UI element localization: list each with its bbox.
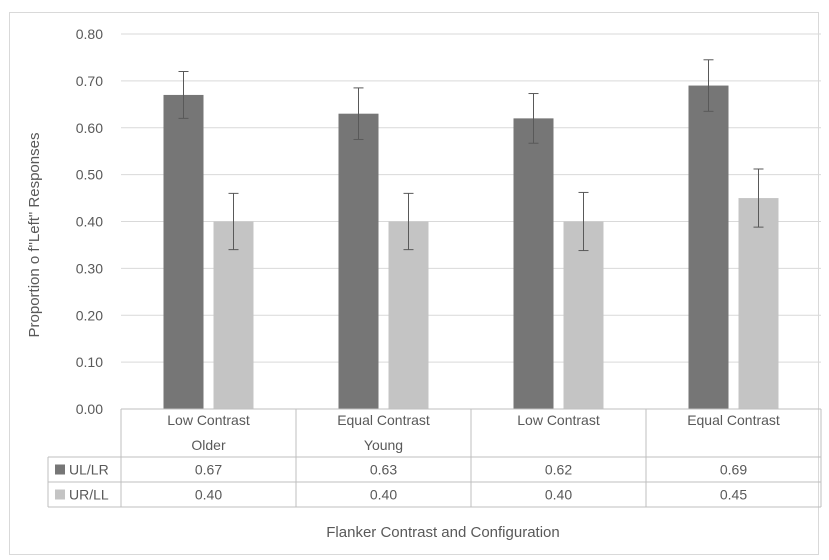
- bar-ur-ll: [738, 198, 779, 409]
- table-value: 0.45: [720, 487, 747, 503]
- y-tick-label: 0.30: [76, 260, 103, 276]
- x-axis-label: Flanker Contrast and Configuration: [326, 524, 559, 541]
- table-value: 0.67: [195, 462, 222, 478]
- bar-ul-lr: [513, 118, 554, 409]
- table-value: 0.69: [720, 462, 747, 478]
- legend-label: UR/LL: [69, 487, 109, 503]
- table-value: 0.40: [370, 487, 397, 503]
- legend-swatch: [55, 464, 65, 475]
- legend-swatch: [55, 489, 65, 500]
- table-value: 0.40: [545, 487, 572, 503]
- chart-frame: [9, 12, 819, 555]
- bars: [163, 85, 779, 409]
- category-label: Equal Contrast: [687, 412, 780, 428]
- category-group-label: Young: [364, 437, 403, 453]
- category-label: Low Contrast: [517, 412, 600, 428]
- bar-ul-lr: [688, 85, 729, 409]
- table-value: 0.40: [195, 487, 222, 503]
- bar-ur-ll: [388, 221, 429, 409]
- data-table: Low Contrast Older Equal Contrast Young Low …: [47, 408, 822, 508]
- bar-ur-ll: [563, 221, 604, 409]
- y-tick-label: 0.40: [76, 214, 103, 230]
- category-group-label: Older: [191, 437, 226, 453]
- bar-ur-ll: [213, 221, 254, 409]
- y-tick-label: 0.70: [76, 73, 103, 89]
- bar-ul-lr: [338, 113, 379, 409]
- table-value: 0.62: [545, 462, 572, 478]
- y-tick-label: 0.80: [76, 26, 103, 42]
- legend-label: UL/LR: [69, 462, 109, 478]
- y-tick-label: 0.20: [76, 307, 103, 323]
- y-axis-label: Proportion o f"Left" Responses: [26, 133, 43, 338]
- bar-ul-lr: [163, 94, 204, 409]
- y-tick-label: 0.00: [76, 401, 103, 417]
- table-value: 0.63: [370, 462, 397, 478]
- y-tick-label: 0.10: [76, 354, 103, 370]
- y-tick-label: 0.50: [76, 167, 103, 183]
- y-tick-label: 0.60: [76, 120, 103, 136]
- category-label: Low Contrast: [167, 412, 250, 428]
- y-tick-labels: 0.00 0.10 0.20 0.30 0.40 0.50 0.60 0.70 0.80: [76, 26, 103, 417]
- category-label: Equal Contrast: [337, 412, 430, 428]
- error-bars: [178, 59, 764, 252]
